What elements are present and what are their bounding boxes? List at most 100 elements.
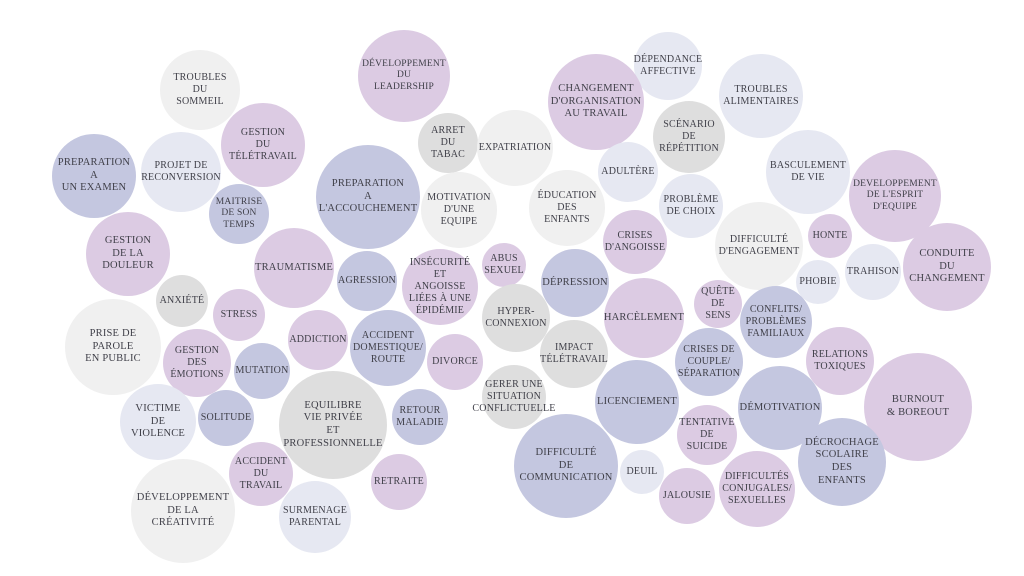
- topic-label: Maitrise de son temps: [215, 196, 263, 230]
- topic-bubble: Developpement de l'esprit d'equipe: [849, 150, 941, 242]
- topic-bubble: Traumatisme: [254, 228, 334, 308]
- topic-label: Harcèlement: [603, 311, 685, 323]
- topic-label: Equilibre vie privée et professionnelle: [283, 399, 383, 449]
- topic-label: Retraite: [374, 476, 424, 487]
- topic-label: Traumatisme: [254, 261, 334, 273]
- topic-label: Gerer une situation conflictuelle: [472, 379, 556, 414]
- topic-bubble: Anxiété: [156, 275, 208, 327]
- topic-bubble: Impact télétravail: [540, 320, 608, 388]
- topic-label: Tentative de suicide: [679, 417, 735, 452]
- topic-bubble: Gerer une situation conflictuelle: [472, 365, 555, 429]
- topic-bubble: Accident du travail: [229, 442, 293, 506]
- topic-label: Phobie: [799, 276, 837, 287]
- topic-label: Démotivation: [739, 401, 821, 413]
- topic-bubble: Preparation a l'accouchement: [316, 145, 420, 249]
- topic-label: Developpement de l'esprit d'equipe: [853, 178, 937, 212]
- topic-label: Honte: [812, 230, 848, 241]
- topic-bubble: Equilibre vie privée et professionnelle: [279, 371, 387, 479]
- topic-bubble: Retour maladie: [392, 389, 448, 445]
- topic-label: Retour maladie: [396, 405, 444, 428]
- topic-label: Gestion des émotions: [170, 345, 224, 380]
- topic-bubble: Harcèlement: [604, 278, 684, 358]
- topic-label: Hyper- connexion: [485, 306, 547, 329]
- topic-bubble: Addiction: [288, 310, 348, 370]
- topic-bubble: Prise de parole en public: [65, 299, 161, 395]
- topic-label: Décrochage scolaire des enfants: [805, 436, 879, 486]
- topic-label: Divorce: [432, 356, 478, 367]
- topic-label: Jalousie: [662, 490, 712, 501]
- topic-label: Conduite du changement: [909, 248, 985, 285]
- topic-bubble: Motivation d'une equipe: [421, 172, 497, 248]
- topic-bubble: Difficultés conjugales/ sexuelles: [719, 451, 795, 527]
- topic-bubble: Arret du tabac: [418, 113, 478, 173]
- topic-bubble: Changement d'organisation au travail: [548, 54, 644, 150]
- topic-bubble: Gestion de la douleur: [86, 212, 170, 296]
- topic-bubble: Dépression: [541, 249, 609, 317]
- topic-bubble: Maitrise de son temps: [209, 184, 269, 244]
- topic-bubble: Dépendance affective: [634, 32, 702, 100]
- topic-bubble: Stress: [213, 289, 265, 341]
- topic-bubble: Crises d'angoisse: [603, 210, 667, 274]
- topic-label: Scénario de répétition: [659, 119, 719, 154]
- topic-label: Motivation d'une equipe: [427, 192, 491, 227]
- topic-label: Abus sexuel: [484, 253, 524, 276]
- topic-label: Éducation des enfants: [537, 190, 597, 225]
- topic-bubble: Honte: [808, 214, 852, 258]
- topic-label: Addiction: [289, 334, 347, 345]
- topic-bubble: Décrochage scolaire des enfants: [798, 418, 886, 506]
- topic-bubble: Insécurité et angoisse liées à une épidé…: [402, 249, 478, 325]
- topic-bubble: Tentative de suicide: [677, 405, 737, 465]
- topic-bubble: Deuil: [620, 450, 664, 494]
- topic-bubble: Preparation a un examen: [52, 134, 136, 218]
- topic-label: Dépendance affective: [633, 54, 703, 77]
- topic-label: Victime de violence: [130, 403, 186, 440]
- topic-label: Preparation a un examen: [57, 157, 131, 194]
- topic-bubble: Expatriation: [477, 110, 553, 186]
- topic-label: Stress: [220, 309, 258, 320]
- topic-bubble: Jalousie: [659, 468, 715, 524]
- topic-bubble: Quête de sens: [694, 280, 742, 328]
- topic-label: Basculement de vie: [769, 160, 847, 183]
- topic-label: Insécurité et angoisse liées à une épidé…: [408, 257, 472, 316]
- topic-bubble: Crises de couple/ séparation: [675, 328, 743, 396]
- topic-bubble: Trahison: [845, 244, 901, 300]
- topic-label: Agression: [338, 275, 396, 286]
- topic-bubble: Licenciement: [595, 360, 679, 444]
- topic-label: Changement d'organisation au travail: [550, 83, 642, 120]
- topic-bubble: Problème de choix: [659, 174, 723, 238]
- topic-label: Quête de sens: [701, 286, 735, 321]
- topic-bubble: Scénario de répétition: [653, 101, 725, 173]
- topic-label: Problème de choix: [663, 194, 719, 217]
- topic-label: Mutation: [235, 365, 289, 376]
- topic-bubble: Mutation: [234, 343, 290, 399]
- topic-label: Projet de reconversion: [141, 160, 221, 183]
- topic-bubble: Difficulté de communication: [514, 414, 618, 518]
- topic-bubble: Basculement de vie: [766, 130, 850, 214]
- topic-label: Solitude: [200, 412, 252, 423]
- topic-bubble: Abus sexuel: [482, 243, 526, 287]
- topic-bubble: Victime de violence: [120, 384, 196, 460]
- topic-bubble: Relations toxiques: [806, 327, 874, 395]
- topic-label: Accident du travail: [234, 456, 288, 491]
- topic-label: Arret du tabac: [430, 125, 466, 160]
- topic-label: Difficulté de communication: [519, 447, 613, 484]
- topic-label: Anxiété: [159, 295, 205, 306]
- topic-label: Difficultés conjugales/ sexuelles: [722, 471, 792, 506]
- topic-label: Preparation a l'accouchement: [318, 178, 418, 215]
- topic-bubble: Gestion des émotions: [163, 329, 231, 397]
- topic-bubble: Conduite du changement: [903, 223, 991, 311]
- topic-label: Crises d'angoisse: [604, 230, 666, 253]
- topic-label: Licenciement: [597, 395, 677, 407]
- topic-bubble: Hyper- connexion: [482, 284, 550, 352]
- topic-label: Deuil: [626, 466, 658, 477]
- topic-bubble: Développement du leadership: [358, 30, 450, 122]
- topic-bubble: Phobie: [796, 260, 840, 304]
- topic-bubble: Éducation des enfants: [529, 170, 605, 246]
- topic-label: Gestion du télétravail: [229, 127, 297, 162]
- topic-bubble: Gestion du télétravail: [221, 103, 305, 187]
- topic-label: Prise de parole en public: [85, 328, 141, 365]
- topic-bubble: Solitude: [198, 390, 254, 446]
- topic-label: Accident domestique/ route: [353, 330, 423, 365]
- topic-label: Dépression: [542, 276, 608, 288]
